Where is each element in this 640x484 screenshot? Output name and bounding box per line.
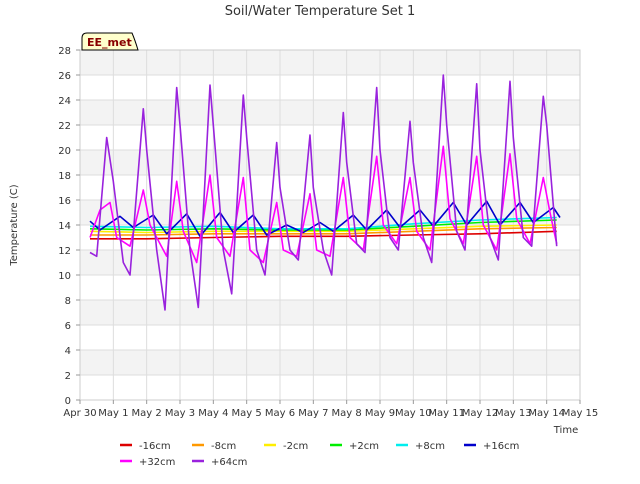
plot-band	[80, 175, 580, 200]
y-tick-label: 18	[58, 171, 71, 182]
y-tick-label: 24	[58, 96, 71, 107]
series-lines	[89, 74, 561, 311]
chart-title: Soil/Water Temperature Set 1	[225, 4, 416, 19]
y-tick-label: 16	[58, 196, 71, 207]
plot-band	[80, 200, 580, 225]
y-tick-label: 26	[58, 71, 71, 82]
x-tick-label: May 1	[98, 408, 128, 419]
y-tick-label: 22	[58, 121, 71, 132]
legend-label: -8cm	[211, 441, 236, 452]
x-tick-label: May 14	[528, 408, 565, 419]
series-line-8cm	[89, 216, 557, 230]
y-tick-label: 6	[65, 321, 71, 332]
legend-item: -8cm	[192, 441, 236, 452]
y-tick-label: 10	[58, 271, 71, 282]
legend-item: +8cm	[396, 441, 445, 452]
x-tick-label: May 5	[232, 408, 262, 419]
plot-band	[80, 150, 580, 175]
x-tick-label: May 6	[265, 408, 295, 419]
legend-item: +16cm	[464, 441, 519, 452]
x-axis: Apr 30 May 1 May 2 May 3 May 4 May 5 May 6 May …	[63, 400, 598, 419]
legend-label: +2cm	[349, 441, 379, 452]
x-tick-label: May 9	[365, 408, 395, 419]
x-tick-label: Apr 30	[63, 408, 96, 419]
legend-item: +64cm	[192, 457, 247, 468]
plot-band	[80, 275, 580, 300]
y-tick-label: 14	[58, 221, 71, 232]
plot-band	[80, 50, 580, 75]
plot-band	[80, 75, 580, 100]
legend-item: +2cm	[330, 441, 379, 452]
y-tick-label: 8	[65, 296, 71, 307]
y-tick-label: 12	[58, 246, 71, 257]
series-line-2cm	[89, 224, 557, 234]
x-tick-label: May 4	[198, 408, 228, 419]
annotation-box: EE_met	[81, 32, 139, 51]
series-line-16cm	[89, 200, 561, 238]
y-tick-label: 20	[58, 146, 71, 157]
x-tick-label: May 12	[462, 408, 499, 419]
x-tick-label: May 3	[165, 408, 195, 419]
legend-label: +16cm	[483, 441, 519, 452]
legend-item: -2cm	[264, 441, 308, 452]
y-tick-label: 4	[65, 346, 71, 357]
plot-band	[80, 325, 580, 350]
plot-band	[80, 350, 580, 375]
y-axis-label: Temperature (C)	[9, 184, 20, 266]
y-tick-label: 2	[65, 371, 71, 382]
y-tick-label: 0	[65, 396, 71, 407]
x-tick-label: May 13	[495, 408, 532, 419]
legend-label: -2cm	[283, 441, 308, 452]
legend-label: +32cm	[139, 457, 175, 468]
x-tick-label: May 10	[395, 408, 432, 419]
legend: -16cm -8cm -2cm +2cm +8cm +16cm +32cm +64cm	[120, 441, 519, 468]
plot-band	[80, 125, 580, 150]
x-tick-label: May 8	[332, 408, 362, 419]
legend-label: +8cm	[415, 441, 445, 452]
legend-label: +64cm	[211, 457, 247, 468]
plot-band	[80, 100, 580, 125]
series-line-64cm	[89, 74, 558, 311]
y-tick-label: 28	[58, 46, 71, 57]
plot-band	[80, 300, 580, 325]
plot-band	[80, 375, 580, 400]
legend-item: +32cm	[120, 457, 175, 468]
x-tick-label: May 2	[132, 408, 162, 419]
x-tick-label: May 15	[562, 408, 599, 419]
plot-bands	[80, 50, 580, 400]
x-tick-label: May 11	[428, 408, 465, 419]
legend-item: -16cm	[120, 441, 171, 452]
series-line-8cm	[90, 226, 557, 236]
x-tick-label: May 7	[298, 408, 328, 419]
x-axis-label: Time	[553, 425, 578, 436]
annotation-label: EE_met	[87, 36, 132, 49]
legend-label: -16cm	[139, 441, 171, 452]
